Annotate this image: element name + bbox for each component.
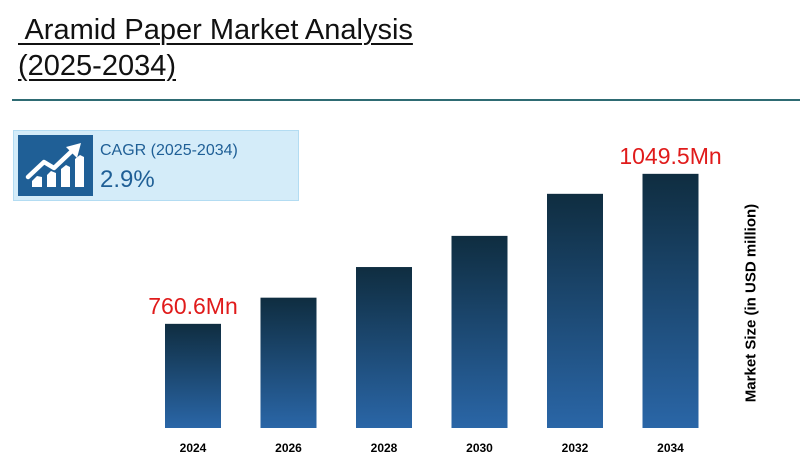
page-title: Aramid Paper Market Analysis (2025-2034) — [18, 12, 413, 84]
x-tick-2024: 2024 — [180, 441, 207, 455]
bar-2028 — [356, 267, 412, 428]
bar-2026 — [260, 297, 317, 428]
x-tick-2030: 2030 — [466, 441, 493, 455]
cagr-value: 2.9% — [100, 166, 155, 193]
cagr-card: CAGR (2025-2034) 2.9% — [13, 130, 299, 201]
growth-chart-icon — [18, 135, 93, 196]
bar-2032 — [547, 193, 603, 428]
x-tick-2026: 2026 — [275, 441, 302, 455]
x-tick-2034: 2034 — [657, 441, 684, 455]
bar-2034 — [642, 173, 699, 428]
x-tick-2032: 2032 — [562, 441, 589, 455]
bar-2024 — [165, 323, 221, 428]
x-axis-ticks: 2024 2026 2028 2030 2032 2034 — [180, 441, 685, 455]
cagr-label: CAGR (2025-2034) — [100, 142, 238, 159]
title-line-2: (2025-2034) — [18, 50, 176, 82]
data-label-2034: 1049.5Mn — [619, 143, 721, 169]
bar-2030 — [451, 235, 508, 428]
x-tick-2028: 2028 — [371, 441, 398, 455]
data-labels: 760.6Mn 1049.5Mn — [148, 143, 721, 319]
y-axis-label: Market Size (in USD million) — [742, 203, 760, 403]
bar-series — [165, 173, 699, 428]
data-label-2024: 760.6Mn — [148, 293, 238, 319]
title-divider — [12, 99, 800, 101]
title-line-1: Aramid Paper Market Analysis — [18, 14, 413, 46]
